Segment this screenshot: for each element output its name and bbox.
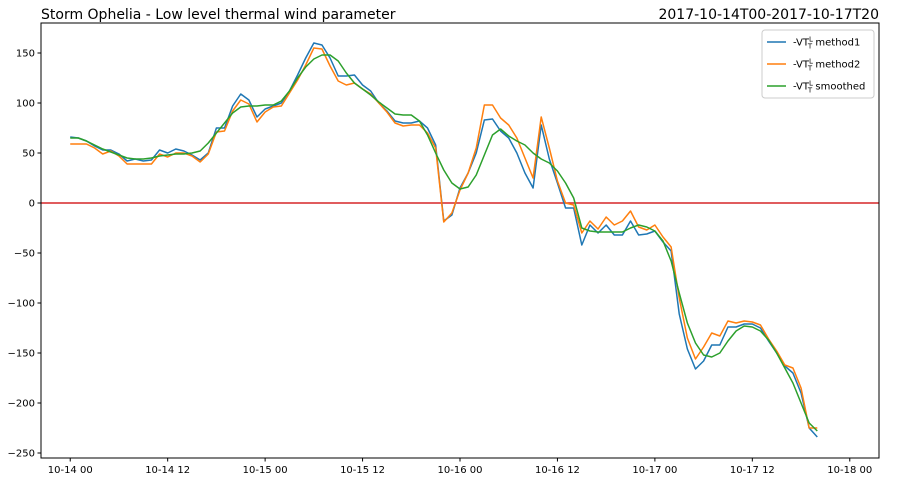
chart-title-right: 2017-10-14T00-2017-10-17T20 <box>658 7 879 23</box>
x-tick-label: 10-16 00 <box>438 465 483 476</box>
x-tick-label: 10-15 12 <box>340 465 385 476</box>
x-tick-label: 10-15 00 <box>243 465 288 476</box>
y-tick-label: 0 <box>29 199 35 210</box>
legend: -VTL T method1 -VTL T method2 -VTL T smoothed <box>761 29 875 99</box>
y-tick-label: −150 <box>8 349 35 360</box>
chart-title: Storm Ophelia - Low level thermal wind p… <box>41 7 396 23</box>
plot-area: 150 100 50 0 −50 −100 −150 −200 −250 10-14 00 10-1… <box>8 22 880 476</box>
x-tick-label: 10-16 12 <box>535 465 580 476</box>
y-tick-label: −250 <box>8 449 35 460</box>
x-tick-label: 10-17 12 <box>730 465 775 476</box>
series-line-2 <box>70 47 818 429</box>
y-tick-label: −100 <box>8 299 35 310</box>
series-line-3 <box>70 54 818 432</box>
y-tick-label: −200 <box>8 399 35 410</box>
y-tick-label: 50 <box>22 149 35 160</box>
x-tick-label: 10-14 12 <box>145 465 190 476</box>
x-tick-label: 10-14 00 <box>48 465 93 476</box>
legend-entry-1: -VTL T method1 <box>793 36 860 51</box>
x-tick-label: 10-18 00 <box>827 465 872 476</box>
legend-entry-3: -VTL T smoothed <box>793 80 865 95</box>
y-tick-label: 100 <box>16 99 35 110</box>
legend-entry-2: -VTL T method2 <box>793 58 860 73</box>
y-tick-label: 150 <box>16 49 35 60</box>
x-tick-label: 10-17 00 <box>632 465 677 476</box>
y-tick-label: −50 <box>14 249 35 260</box>
legend-box <box>761 29 875 99</box>
